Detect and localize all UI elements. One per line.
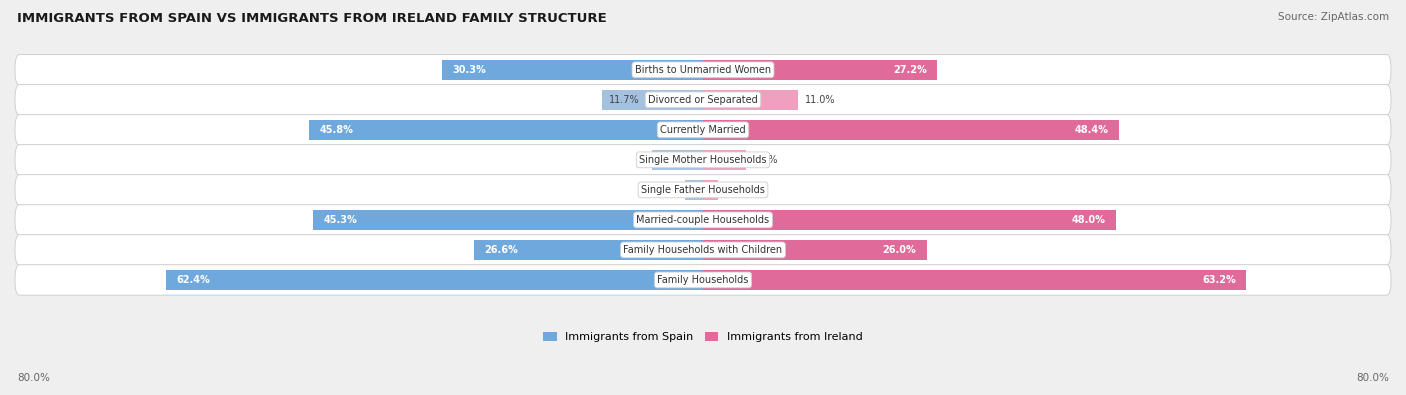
FancyBboxPatch shape — [15, 175, 1391, 205]
Text: 45.8%: 45.8% — [319, 125, 353, 135]
Bar — [685, 180, 703, 199]
FancyBboxPatch shape — [15, 85, 1391, 115]
Text: 80.0%: 80.0% — [17, 373, 49, 383]
Bar — [314, 210, 703, 229]
Text: Married-couple Households: Married-couple Households — [637, 215, 769, 225]
Text: Source: ZipAtlas.com: Source: ZipAtlas.com — [1278, 12, 1389, 22]
Text: 62.4%: 62.4% — [177, 275, 211, 285]
Bar — [474, 240, 703, 260]
Bar — [602, 90, 703, 109]
Text: Currently Married: Currently Married — [661, 125, 745, 135]
FancyBboxPatch shape — [15, 265, 1391, 295]
Bar — [309, 120, 703, 139]
Bar — [652, 150, 703, 169]
Bar — [703, 210, 1116, 229]
Text: Single Mother Households: Single Mother Households — [640, 155, 766, 165]
Bar — [703, 270, 1247, 290]
Text: 11.0%: 11.0% — [804, 95, 835, 105]
Text: 5.0%: 5.0% — [752, 155, 778, 165]
Legend: Immigrants from Spain, Immigrants from Ireland: Immigrants from Spain, Immigrants from I… — [543, 332, 863, 342]
FancyBboxPatch shape — [15, 205, 1391, 235]
Text: IMMIGRANTS FROM SPAIN VS IMMIGRANTS FROM IRELAND FAMILY STRUCTURE: IMMIGRANTS FROM SPAIN VS IMMIGRANTS FROM… — [17, 12, 606, 25]
Text: Family Households: Family Households — [658, 275, 748, 285]
Bar — [703, 240, 927, 260]
Text: 11.7%: 11.7% — [609, 95, 640, 105]
Bar — [703, 120, 1119, 139]
Text: 48.0%: 48.0% — [1071, 215, 1105, 225]
Text: 63.2%: 63.2% — [1202, 275, 1236, 285]
FancyBboxPatch shape — [15, 145, 1391, 175]
Text: Single Father Households: Single Father Households — [641, 185, 765, 195]
FancyBboxPatch shape — [15, 235, 1391, 265]
FancyBboxPatch shape — [15, 115, 1391, 145]
Text: Births to Unmarried Women: Births to Unmarried Women — [636, 65, 770, 75]
Bar — [703, 90, 797, 109]
Text: 27.2%: 27.2% — [893, 65, 927, 75]
Text: 26.0%: 26.0% — [883, 245, 917, 255]
Text: 30.3%: 30.3% — [453, 65, 486, 75]
Bar — [703, 150, 747, 169]
Text: 2.1%: 2.1% — [692, 185, 716, 195]
Text: 80.0%: 80.0% — [1357, 373, 1389, 383]
Text: 26.6%: 26.6% — [485, 245, 519, 255]
Bar — [703, 180, 718, 199]
Text: Family Households with Children: Family Households with Children — [623, 245, 783, 255]
Text: 48.4%: 48.4% — [1076, 125, 1109, 135]
Text: 1.8%: 1.8% — [725, 185, 749, 195]
Text: 5.9%: 5.9% — [659, 155, 683, 165]
Bar — [166, 270, 703, 290]
Bar — [703, 60, 936, 79]
Text: Divorced or Separated: Divorced or Separated — [648, 95, 758, 105]
Text: 45.3%: 45.3% — [323, 215, 357, 225]
FancyBboxPatch shape — [15, 55, 1391, 85]
Bar — [443, 60, 703, 79]
